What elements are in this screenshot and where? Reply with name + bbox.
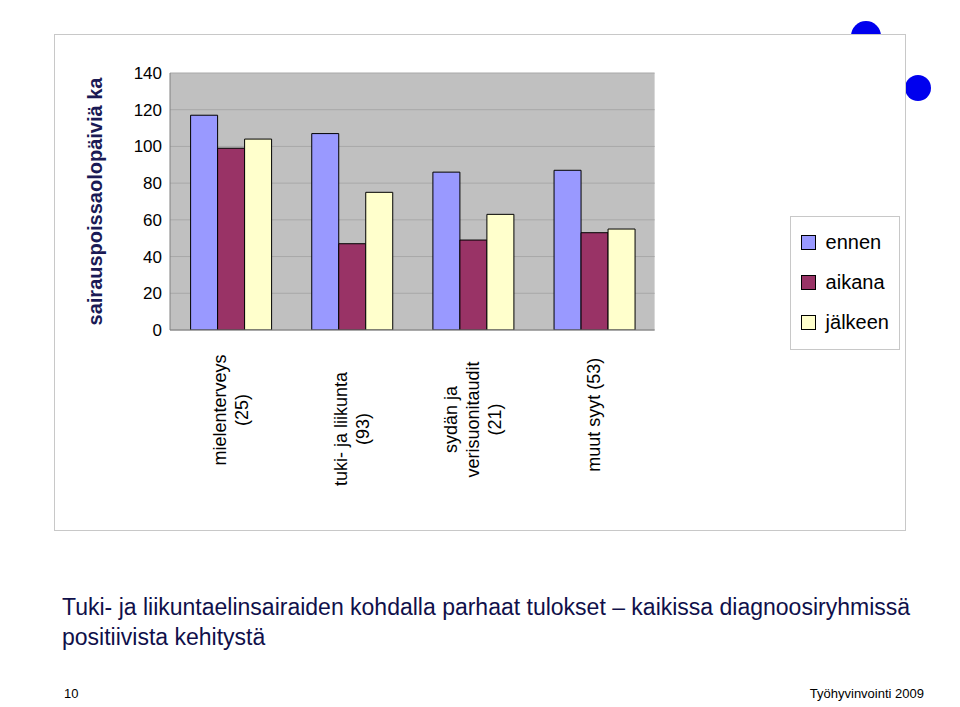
svg-text:100: 100	[134, 137, 162, 156]
svg-text:0: 0	[153, 321, 162, 340]
svg-text:sairauspoissaolopäiviä ka: sairauspoissaolopäiviä ka	[84, 77, 106, 326]
html-text:10: 10	[64, 686, 79, 701]
html-text:Tuki- ja liikuntaelinsairaiden: Tuki- ja liikuntaelinsairaiden kohdalla …	[62, 594, 910, 650]
svg-text:muut syyt (53): muut syyt (53)	[584, 358, 604, 472]
svg-text:140: 140	[134, 64, 162, 83]
svg-text:60: 60	[143, 211, 162, 230]
svg-text:40: 40	[143, 248, 162, 267]
svg-text:mielenterveys(25): mielenterveys(25)	[210, 354, 252, 465]
svg-text:tuki- ja liikunta(93): tuki- ja liikunta(93)	[331, 371, 373, 486]
html-text:aikana: aikana	[825, 271, 885, 293]
html-text:ennen: ennen	[825, 231, 882, 253]
svg-text:120: 120	[134, 101, 162, 120]
svg-text:sydän javerisuonitaudit(21): sydän javerisuonitaudit(21)	[441, 362, 505, 478]
html-text:jälkeen: jälkeen	[825, 311, 889, 333]
svg-text:20: 20	[143, 284, 162, 303]
html-text:Työhyvinvointi 2009: Työhyvinvointi 2009	[809, 686, 924, 701]
svg-text:80: 80	[143, 174, 162, 193]
